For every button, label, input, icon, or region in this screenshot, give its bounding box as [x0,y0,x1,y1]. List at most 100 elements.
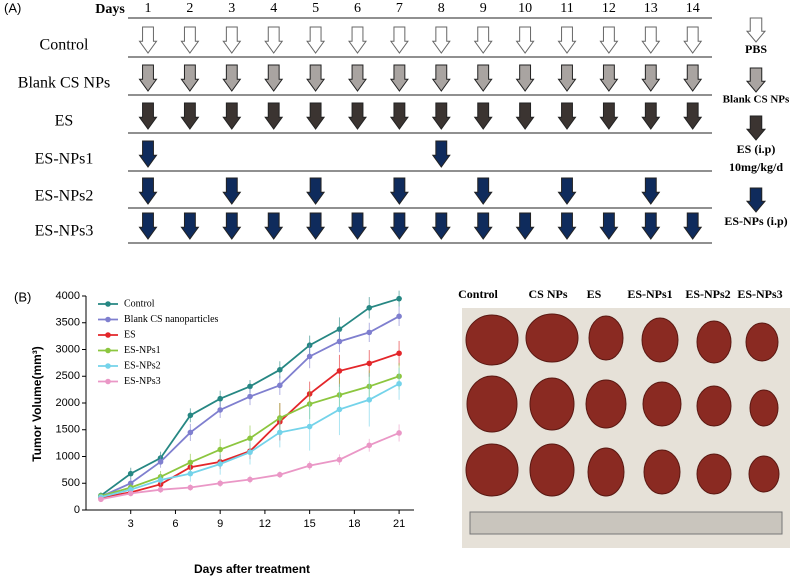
dose-arrow [641,212,661,240]
day-label: 8 [438,1,445,16]
legend-label: ES (i.p) [737,142,776,156]
dose-arrow [473,64,493,92]
point [336,338,343,345]
dose-arrow [431,102,451,130]
x-tick-label: 15 [304,518,316,530]
point [217,461,223,467]
dose-arrow [599,64,619,92]
x-tick-label: 18 [348,518,360,530]
dose-arrow [348,64,367,92]
x-tick-label: 3 [128,518,134,530]
dose-arrow [180,64,200,92]
dose-arrow [222,26,242,54]
point [217,446,223,453]
y-tick-label: 1000 [56,450,80,462]
point [396,313,402,320]
legend-marker [105,316,111,323]
point [277,471,283,478]
dose-arrow [473,177,493,205]
dose-arrow [306,26,326,54]
day-label: 6 [354,1,361,16]
dose-arrow [222,177,242,205]
day-label: 12 [602,1,616,16]
row-label: Control [40,37,89,54]
dose-arrow [264,212,284,240]
point [306,462,313,469]
point [277,429,283,436]
dose-arrow [641,26,661,54]
dose-arrow [222,102,242,130]
dose-arrow [745,17,767,43]
y-tick-label: 3000 [56,343,80,355]
point [217,407,223,413]
legend-label: Blank CS NPs [723,94,790,106]
dose-arrow [431,140,451,168]
dose-arrow [222,212,242,240]
photo-label: ES-NPs1 [627,287,672,301]
dose-arrow [473,212,493,240]
dose-arrow [745,115,767,141]
row-label: ES-NPs3 [35,223,94,240]
dose-arrow [431,64,451,92]
legend-label: PBS [745,42,767,56]
legend-marker [105,378,111,385]
legend-label: 10mg/kg/d [729,160,783,174]
point [157,459,164,465]
dose-arrow [641,177,661,205]
point [396,380,402,387]
dose-arrow [348,26,367,54]
day-label: 13 [644,1,658,16]
dose-arrow [557,177,577,205]
point [187,470,194,477]
point [366,304,373,311]
point [306,353,313,360]
dose-arrow [138,102,158,130]
dose-arrow [138,64,158,92]
dose-arrow [138,177,158,205]
point [336,326,343,332]
point [306,423,313,430]
y-axis-label: Tumor Volume(mm³) [30,346,44,462]
day-label: 1 [145,1,152,16]
y-tick-label: 2000 [56,397,80,409]
point [187,429,194,436]
series-line [100,315,400,498]
day-label: 10 [518,1,532,16]
dose-arrow [264,26,284,54]
dose-arrow [515,212,535,240]
dose-arrow [389,212,409,240]
dose-arrow [306,102,326,130]
point [127,470,134,477]
dose-arrow [431,26,451,54]
dose-arrow [389,26,409,54]
day-label: 4 [270,1,277,16]
dose-arrow [515,26,535,54]
dose-arrow [264,102,284,130]
point [336,406,343,413]
dose-arrow [641,102,661,130]
point [247,435,253,442]
dose-arrow [515,102,535,130]
dose-arrow [264,64,284,92]
day-label: 11 [560,1,573,16]
dose-arrow [306,64,326,92]
dose-arrow [348,102,367,130]
row-label: ES [55,113,74,130]
legend-label: ES-NPs3 [124,376,161,387]
day-label: 5 [312,1,319,16]
legend-marker [105,332,111,338]
dose-arrow [683,212,703,240]
point [98,496,104,503]
legend-marker [105,301,111,307]
dose-arrow [745,67,767,93]
dose-arrow [557,102,577,130]
dose-arrow [306,212,326,240]
dose-arrow [557,212,577,240]
dose-arrow [306,177,326,205]
dose-arrow [745,187,767,213]
point [157,477,164,483]
dose-arrow [473,26,493,54]
x-axis-label: Days after treatment [194,562,310,576]
point [366,396,373,403]
day-label: 9 [480,1,487,16]
